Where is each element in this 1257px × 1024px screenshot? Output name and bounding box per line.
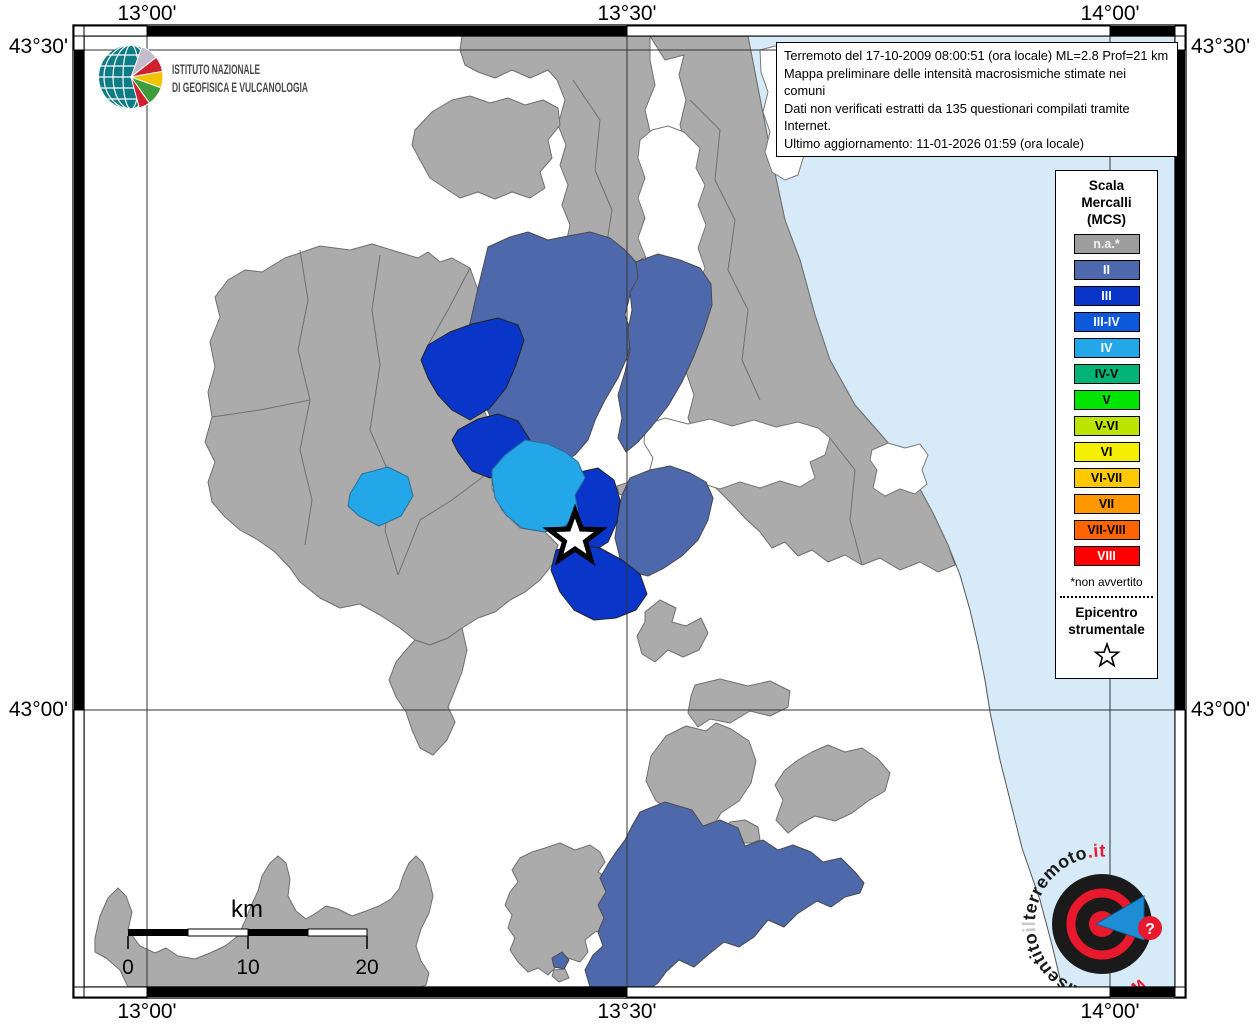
intensity-legend: Scala Mercalli (MCS) n.a.* II III III-IV… (1055, 170, 1158, 679)
legend-divider (1060, 596, 1153, 598)
axis-label-lon: 14°00' (1080, 2, 1140, 25)
legend-swatch: VI-VII (1073, 468, 1140, 488)
ingv-name-line1: ISTITUTO NAZIONALE (172, 62, 260, 77)
axis-label-lon: 13°30' (597, 1000, 657, 1023)
scale-unit-label: km (231, 896, 263, 923)
ingv-logo: ISTITUTO NAZIONALE DI GEOFISICA E VULCAN… (99, 45, 308, 109)
legend-swatch: IV (1073, 338, 1140, 358)
legend-title: Scala Mercalli (MCS) (1081, 178, 1132, 227)
scale-tick-10: 10 (236, 956, 259, 979)
event-info-box: Terremoto del 17-10-2009 08:00:51 (ora l… (776, 42, 1178, 157)
legend-footnote: *non avvertito (1070, 575, 1143, 589)
axis-label-lon: 14°00' (1080, 1000, 1140, 1023)
event-info-line: Mappa preliminare delle intensità macros… (784, 65, 1127, 99)
epicenter-legend-label: Epicentro strumentale (1068, 605, 1145, 637)
legend-swatch: VI (1073, 442, 1140, 462)
map-frame (72, 24, 1187, 999)
question-mark: ? (1145, 921, 1155, 938)
legend-swatch: III-IV (1073, 312, 1140, 332)
axis-label-lon: 13°00' (117, 2, 177, 25)
ingv-name-line2: DI GEOFISICA E VULCANOLOGIA (172, 80, 308, 95)
scale-bar: km 0 10 20 (122, 896, 379, 979)
legend-swatch: n.a.* (1073, 234, 1140, 254)
axis-label-lat: 43°30' (8, 35, 68, 58)
scale-tick-20: 20 (355, 956, 378, 979)
municipalities-na (94, 36, 956, 987)
municipality-borders (211, 79, 863, 576)
axis-label-lon: 13°00' (117, 1000, 177, 1023)
scale-tick-0: 0 (122, 956, 134, 979)
legend-swatch: IV-V (1073, 364, 1140, 384)
legend-swatch: II (1073, 260, 1140, 280)
legend-swatch: VII-VIII (1073, 520, 1140, 540)
event-info-line: Dati non verificati estratti da 135 ques… (784, 100, 1130, 134)
axis-label-lat: 43°00' (8, 698, 68, 721)
legend-swatch: III (1073, 286, 1140, 306)
epicenter-star (542, 503, 608, 566)
legend-swatch: V (1073, 390, 1140, 410)
axis-label-lat: 43°30' (1191, 35, 1251, 58)
event-info-line: Ultimo aggiornamento: 11-01-2026 01:59 (… (784, 135, 1084, 151)
municipalities-intensity-iv (347, 439, 586, 533)
question-badge (1138, 916, 1162, 940)
event-info-line: Terremoto del 17-10-2009 08:00:51 (ora l… (784, 48, 1169, 63)
axis-label-lon: 13°30' (597, 2, 657, 25)
legend-swatch: VIII (1073, 546, 1140, 566)
legend-swatch: V-VI (1073, 416, 1140, 436)
axis-label-lat: 43°00' (1191, 698, 1251, 721)
epicenter-legend-star-icon (1092, 642, 1121, 668)
legend-swatch: VII (1073, 494, 1140, 514)
